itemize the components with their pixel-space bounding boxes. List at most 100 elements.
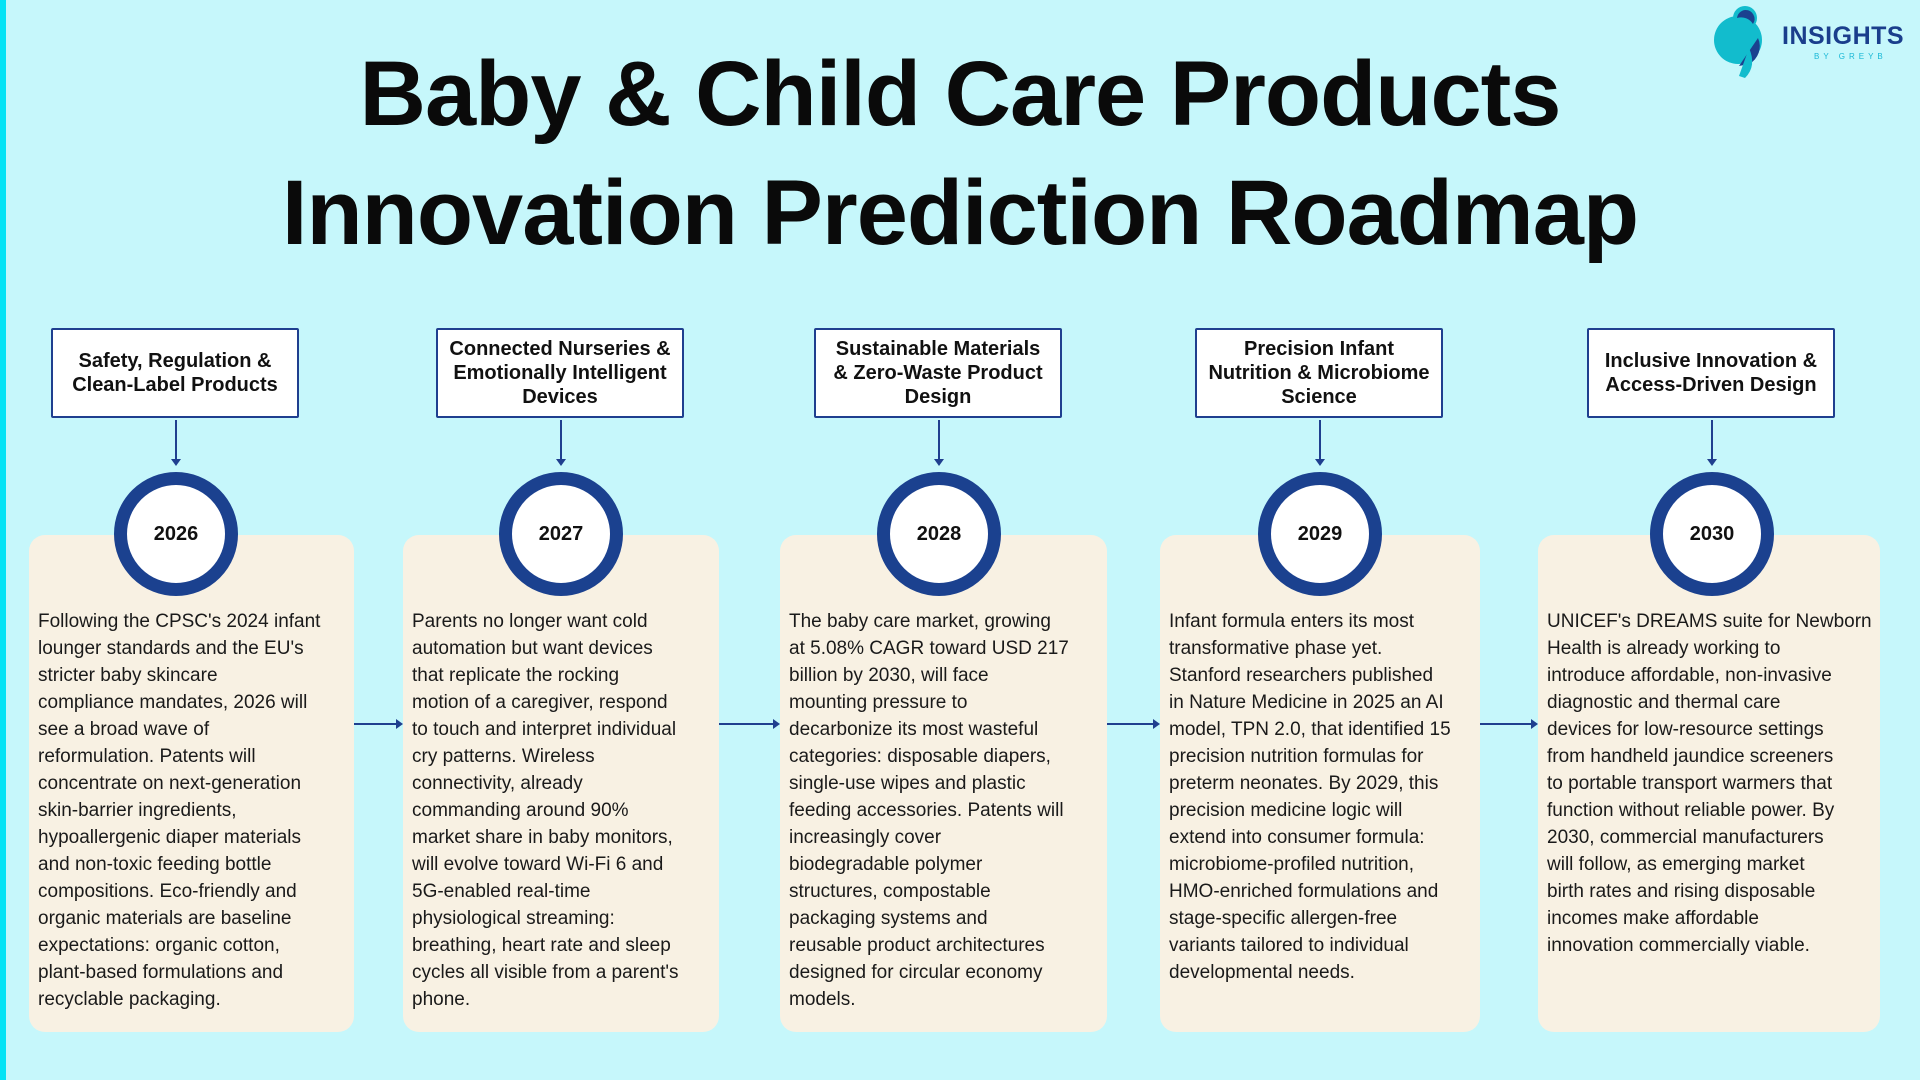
description-line: 2030, commercial manufacturers <box>1547 827 1824 848</box>
logo-brand-text: INSIGHTS <box>1782 22 1905 50</box>
description-line: The baby care market, growing <box>789 611 1051 632</box>
timeline-arrow-right <box>1107 719 1160 729</box>
page-title-line-2: Innovation Prediction Roadmap <box>281 162 1639 264</box>
description-line: decarbonize its most wasteful <box>789 719 1039 740</box>
timeline-arrow-right <box>1480 719 1538 729</box>
logo-sub-text: BY GREYB <box>1814 52 1887 61</box>
description-line: Stanford researchers published <box>1169 665 1434 686</box>
milestone-description: Infant formula enters its most transforma… <box>1169 608 1451 986</box>
description-line: will evolve toward Wi-Fi 6 and <box>412 854 664 875</box>
description-line: incomes make affordable <box>1547 908 1759 929</box>
description-line: models. <box>789 989 856 1010</box>
description-line: connectivity, already <box>412 773 583 794</box>
description-line: physiological streaming: <box>412 908 615 929</box>
description-line: lounger standards and the EU's <box>38 638 304 659</box>
description-line: expectations: organic cotton, <box>38 935 280 956</box>
description-line: developmental needs. <box>1169 962 1355 983</box>
description-line: concentrate on next-generation <box>38 773 302 794</box>
description-line: Health is already working to <box>1547 638 1781 659</box>
description-line: reformulation. Patents will <box>38 746 256 767</box>
description-line: precision nutrition formulas for <box>1169 746 1424 767</box>
description-line: compliance mandates, 2026 will <box>38 692 308 713</box>
description-line: reusable product architectures <box>789 935 1045 956</box>
milestone-description: Parents no longer want cold automation bu… <box>412 608 679 1013</box>
description-line: plant-based formulations and <box>38 962 284 983</box>
description-line: automation but want devices <box>412 638 653 659</box>
description-line: Following the CPSC's 2024 infant <box>38 611 321 632</box>
connector-arrow-down <box>1315 420 1325 466</box>
description-line: innovation commercially viable. <box>1547 935 1810 956</box>
description-line: commanding around 90% <box>412 800 629 821</box>
milestone-label: Connected Nurseries & Emotionally Intell… <box>436 328 684 418</box>
description-line: categories: disposable diapers, <box>789 746 1051 767</box>
connector-arrow-down <box>171 420 181 466</box>
milestone-label: Precision Infant Nutrition & Microbiome … <box>1195 328 1443 418</box>
description-line: microbiome-profiled nutrition, <box>1169 854 1414 875</box>
description-line: preterm neonates. By 2029, this <box>1169 773 1439 794</box>
description-line: Infant formula enters its most <box>1169 611 1414 632</box>
timeline-arrow-right <box>719 719 780 729</box>
description-line: see a broad wave of <box>38 719 210 740</box>
description-line: variants tailored to individual <box>1169 935 1409 956</box>
description-line: diagnostic and thermal care <box>1547 692 1781 713</box>
milestone-card <box>403 535 719 1032</box>
description-line: single-use wipes and plastic <box>789 773 1026 794</box>
description-line: cycles all visible from a parent's <box>412 962 679 983</box>
description-line: cry patterns. Wireless <box>412 746 595 767</box>
description-line: extend into consumer formula: <box>1169 827 1425 848</box>
insights-logo: INSIGHTS BY GREYB <box>1712 4 1912 80</box>
description-line: in Nature Medicine in 2025 an AI <box>1169 692 1444 713</box>
milestone-description: UNICEF's DREAMS suite for Newborn Health … <box>1547 608 1872 959</box>
milestone-card <box>29 535 354 1032</box>
description-line: birth rates and rising disposable <box>1547 881 1816 902</box>
description-line: Parents no longer want cold <box>412 611 648 632</box>
description-line: 5G-enabled real-time <box>412 881 591 902</box>
description-line: recyclable packaging. <box>38 989 221 1010</box>
milestone-label: Safety, Regulation & Clean-Label Product… <box>51 328 299 418</box>
description-line: skin-barrier ingredients, <box>38 800 237 821</box>
description-line: will follow, as emerging market <box>1547 854 1805 875</box>
milestone-card <box>780 535 1107 1032</box>
year-circle: 2026 <box>114 472 238 596</box>
description-line: billion by 2030, will face <box>789 665 989 686</box>
description-line: function without reliable power. By <box>1547 800 1835 821</box>
connector-arrow-down <box>556 420 566 466</box>
description-line: precision medicine logic will <box>1169 800 1403 821</box>
connector-arrow-down <box>1707 420 1717 466</box>
description-line: introduce affordable, non-invasive <box>1547 665 1832 686</box>
logo-mark-icon <box>1714 6 1762 78</box>
description-line: transformative phase yet. <box>1169 638 1383 659</box>
description-line: to portable transport warmers that <box>1547 773 1833 794</box>
description-line: mounting pressure to <box>789 692 968 713</box>
description-line: structures, compostable <box>789 881 991 902</box>
description-line: phone. <box>412 989 471 1010</box>
milestone-description: Following the CPSC's 2024 infant lounger … <box>38 608 320 1013</box>
timeline-arrow-right <box>354 719 403 729</box>
milestone-card <box>1160 535 1480 1032</box>
description-line: HMO-enriched formulations and <box>1169 881 1439 902</box>
year-circle: 2029 <box>1258 472 1382 596</box>
left-accent-stripe <box>0 0 6 1080</box>
description-line: at 5.08% CAGR toward USD 217 <box>789 638 1069 659</box>
year-circle: 2030 <box>1650 472 1774 596</box>
description-line: breathing, heart rate and sleep <box>412 935 671 956</box>
year-circle: 2027 <box>499 472 623 596</box>
page-title-line-1: Baby & Child Care Products <box>359 43 1562 145</box>
description-line: stricter baby skincare <box>38 665 218 686</box>
description-line: increasingly cover <box>789 827 942 848</box>
milestone-description: The baby care market, growing at 5.08% CA… <box>789 608 1069 1013</box>
description-line: UNICEF's DREAMS suite for Newborn <box>1547 611 1872 632</box>
connector-arrow-down <box>934 420 944 466</box>
description-line: designed for circular economy <box>789 962 1043 983</box>
description-line: devices for low-resource settings <box>1547 719 1824 740</box>
description-line: packaging systems and <box>789 908 988 929</box>
description-line: that replicate the rocking <box>412 665 620 686</box>
milestone-label: Sustainable Materials & Zero-Waste Produ… <box>814 328 1062 418</box>
description-line: feeding accessories. Patents will <box>789 800 1064 821</box>
milestone-label: Inclusive Innovation & Access-Driven Des… <box>1587 328 1835 418</box>
description-line: and non-toxic feeding bottle <box>38 854 272 875</box>
milestone-card <box>1538 535 1880 1032</box>
description-line: model, TPN 2.0, that identified 15 <box>1169 719 1451 740</box>
year-circle: 2028 <box>877 472 1001 596</box>
description-line: market share in baby monitors, <box>412 827 673 848</box>
